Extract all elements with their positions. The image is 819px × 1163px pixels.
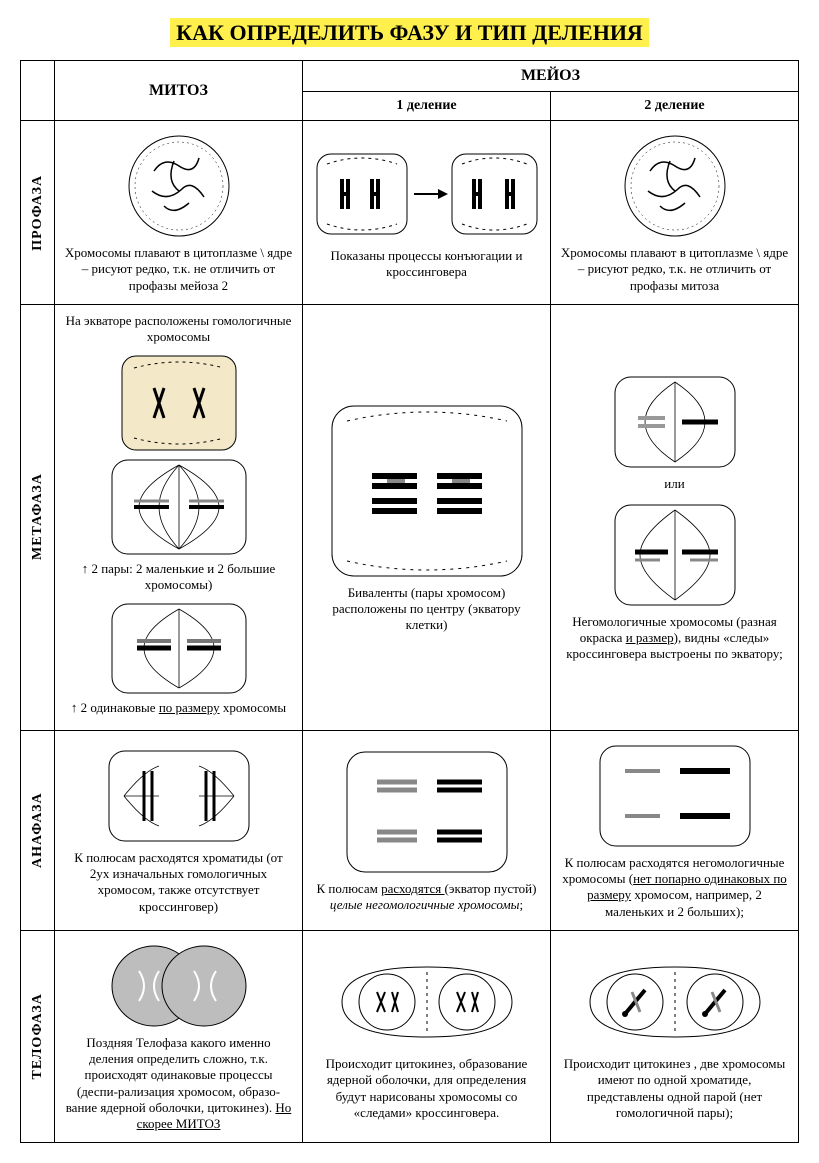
diagram-telophase-m1-icon — [309, 952, 544, 1052]
diagram-metaphase-spindle2-icon — [61, 601, 296, 696]
cell-telophase-mitosis: Поздняя Телофаза какого именно деления о… — [55, 930, 303, 1143]
diagram-bivalents-icon — [309, 401, 544, 581]
diagram-prophase-circle-icon — [61, 131, 296, 241]
diagram-meta-m2a-icon — [557, 372, 792, 472]
cell-anaphase-meiosis2: К полюсам расходятся негомологичные хром… — [551, 730, 799, 930]
diagram-prophase-circle2-icon — [557, 131, 792, 241]
diagram-anaphase-m2-icon — [557, 741, 792, 851]
diagram-telophase-m2-icon — [557, 952, 792, 1052]
diagram-telophase-grey-icon — [61, 941, 296, 1031]
col-meiosis: МЕЙОЗ — [303, 61, 799, 92]
cell-prophase-mitosis: Хромосомы плавают в цитоплазме \ ядре – … — [55, 121, 303, 305]
page-title: КАК ОПРЕДЕЛИТЬ ФАЗУ И ТИП ДЕЛЕНИЯ — [20, 20, 799, 46]
comparison-table: МИТОЗ МЕЙОЗ 1 деление 2 деление ПРОФАЗА … — [20, 60, 799, 1143]
row-metaphase: МЕТАФАЗА — [21, 304, 55, 730]
cell-telophase-meiosis2: Происходит цитокинез , две хромосомы име… — [551, 930, 799, 1143]
col-meiosis1: 1 деление — [303, 92, 551, 121]
cell-anaphase-meiosis1: К полюсам расходятся (экватор пустой) це… — [303, 730, 551, 930]
col-meiosis2: 2 деление — [551, 92, 799, 121]
diagram-crossing-over-icon — [309, 144, 544, 244]
corner-cell — [21, 61, 55, 121]
diagram-metaphase-tan-icon — [61, 353, 296, 453]
cell-metaphase-meiosis2: или Негомологичные хромосомы (раз — [551, 304, 799, 730]
row-anaphase: АНАФАЗА — [21, 730, 55, 930]
row-prophase: ПРОФАЗА — [21, 121, 55, 305]
cell-prophase-meiosis1: Показаны процессы конъюгации и кроссинго… — [303, 121, 551, 305]
diagram-meta-m2b-icon — [557, 500, 792, 610]
cell-prophase-meiosis2: Хромосомы плавают в цитоплазме \ ядре – … — [551, 121, 799, 305]
diagram-anaphase-mitosis-icon — [61, 746, 296, 846]
diagram-anaphase-m1-icon — [309, 747, 544, 877]
cell-metaphase-mitosis: На экваторе расположены гомологичные хро… — [55, 304, 303, 730]
diagram-metaphase-spindle1-icon — [61, 457, 296, 557]
col-mitosis: МИТОЗ — [55, 61, 303, 121]
cell-telophase-meiosis1: Происходит цитокинез, образование ядерно… — [303, 930, 551, 1143]
cell-anaphase-mitosis: К полюсам расходятся хроматиды (от 2ух и… — [55, 730, 303, 930]
cell-metaphase-meiosis1: Биваленты (пары хромосом) расположены по… — [303, 304, 551, 730]
row-telophase: ТЕЛОФАЗА — [21, 930, 55, 1143]
